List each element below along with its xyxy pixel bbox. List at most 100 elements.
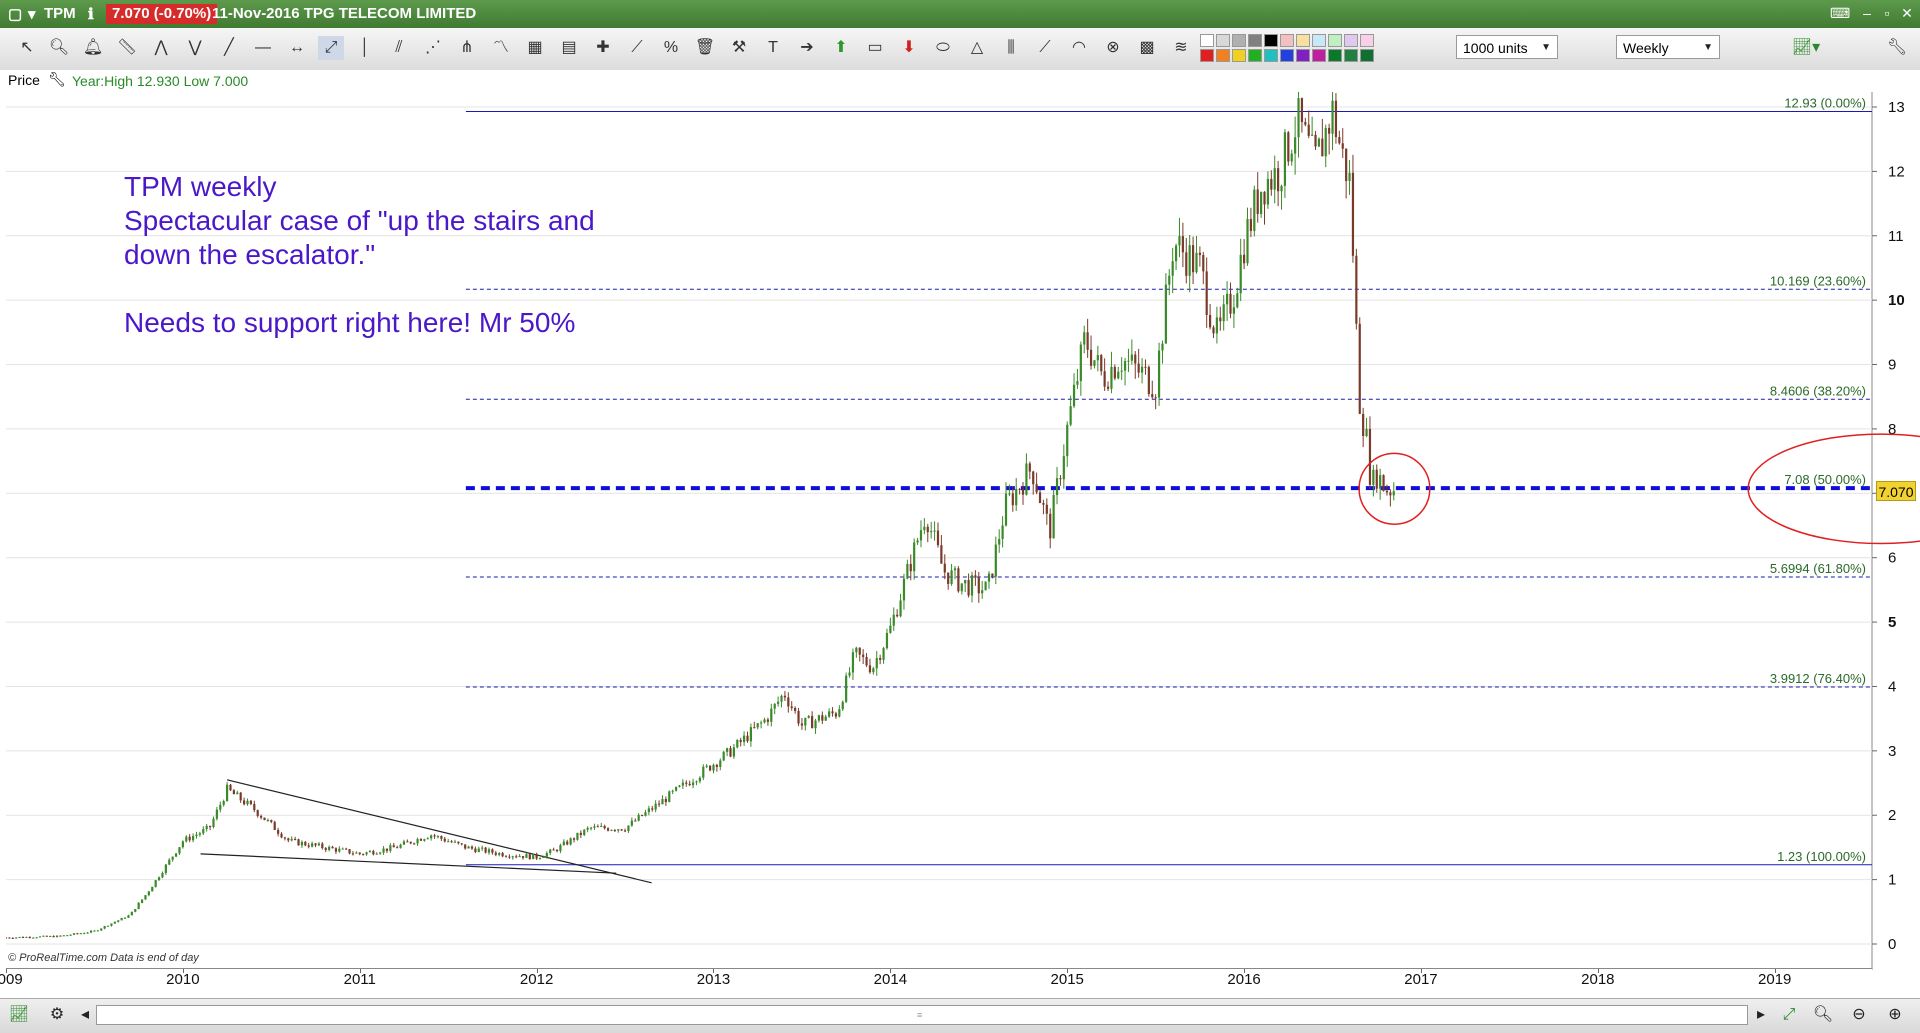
horizontal-scrollbar[interactable]: ≡ [96, 1005, 1748, 1025]
measure-icon[interactable]: ⟋ [1039, 39, 1051, 56]
ray-icon[interactable]: ↔ [289, 39, 305, 56]
pattern-icon[interactable]: 〽 [492, 39, 509, 56]
scrollbar-grip-icon[interactable]: ≡ [917, 1010, 923, 1020]
swatch-cyan[interactable] [1264, 49, 1278, 62]
info-icon[interactable]: ℹ [88, 6, 94, 23]
swatch-pink[interactable] [1280, 34, 1294, 47]
scroll-right-button[interactable]: ▸ [1756, 1006, 1766, 1023]
candle-body [1270, 178, 1273, 190]
x-tick-mark [1420, 969, 1422, 973]
fibonacci-icon[interactable]: ⋀ [154, 39, 168, 56]
slash-icon[interactable]: ⟋ [631, 39, 643, 56]
dropdown-icon[interactable]: ▾ [28, 6, 36, 23]
period-select[interactable]: Weekly ▼ [1616, 35, 1720, 59]
alert-bell-icon[interactable]: 🔔︎ [82, 39, 104, 56]
window-icon[interactable]: ▢ [8, 6, 23, 23]
arrow-down-icon[interactable]: ⬇ [902, 39, 916, 56]
swatch-dark-green[interactable] [1328, 49, 1342, 62]
gann-icon[interactable]: ▩ [1139, 39, 1155, 56]
chart-type-icon[interactable]: 📈︎▾ [1791, 39, 1821, 56]
swatch-deep-green[interactable] [1360, 49, 1374, 62]
zoom-region-icon[interactable]: 🔍︎ [1812, 1006, 1834, 1023]
candle-body [426, 838, 429, 840]
pitchfork-icon[interactable]: ⋔ [460, 39, 474, 56]
ruler-icon[interactable]: 📏︎ [116, 39, 138, 56]
swatch-red[interactable] [1200, 49, 1214, 62]
candle-body [358, 852, 361, 855]
vertical-line-icon[interactable]: │ [360, 39, 370, 56]
swatch-green[interactable] [1248, 49, 1262, 62]
circle-tool-icon[interactable]: ⊗ [1106, 39, 1120, 56]
cross-icon[interactable]: ✚ [596, 39, 610, 56]
swatch-forest-green[interactable] [1344, 49, 1358, 62]
tools-icon[interactable]: ⚒ [731, 39, 747, 56]
scroll-left-button[interactable]: ◂ [80, 1006, 90, 1023]
swatch-white[interactable] [1200, 34, 1214, 47]
candle-body [348, 849, 351, 854]
swatch-light-green[interactable] [1328, 34, 1342, 47]
text-icon[interactable]: T [768, 39, 778, 56]
swatch-blue[interactable] [1280, 49, 1294, 62]
pointer-icon[interactable]: ↖ [20, 39, 34, 56]
candle-body [157, 877, 161, 881]
link-icon[interactable]: ⚙ [49, 1006, 65, 1023]
keyboard-icon[interactable]: ⌨ [1830, 5, 1851, 21]
fit-chart-icon[interactable]: ⤢ [1782, 1006, 1796, 1023]
zoom-in-icon[interactable]: ⊕ [1888, 1006, 1902, 1023]
zoom-out-icon[interactable]: ⊖ [1852, 1006, 1866, 1023]
candle-body [875, 657, 878, 669]
chart-nav-icon[interactable]: 📈︎ [8, 1006, 30, 1023]
candle-body [991, 573, 994, 577]
horizontal-line-icon[interactable]: — [255, 39, 271, 56]
swatch-yellow[interactable] [1232, 49, 1246, 62]
swatch-magenta[interactable] [1312, 49, 1326, 62]
wrench-icon[interactable]: 🔧︎ [1886, 39, 1908, 56]
zoom-icon[interactable]: 🔍︎ [48, 39, 70, 56]
channel-icon[interactable]: ⫽ [395, 39, 403, 56]
triangle-icon[interactable]: △ [970, 39, 984, 56]
candle-body [739, 740, 742, 743]
price-chart[interactable]: 012345678910111213 12.93 (0.00%)10.169 (… [6, 92, 1920, 970]
swatch-rose[interactable] [1360, 34, 1374, 47]
minimize-button[interactable]: – [1863, 5, 1871, 21]
candle-body [640, 814, 644, 816]
y-tick-label: 4 [1888, 678, 1896, 695]
candle-body [416, 839, 419, 844]
swatch-light-yellow[interactable] [1296, 34, 1310, 47]
swatch-dark-grey[interactable] [1248, 34, 1262, 47]
zigzag-icon[interactable]: ⋁ [188, 39, 202, 56]
units-select[interactable]: 1000 units ▼ [1456, 35, 1558, 59]
arrow-right-icon[interactable]: ➔ [800, 39, 814, 56]
regression-icon[interactable]: ▤ [561, 39, 577, 56]
grid-icon[interactable]: ▦ [527, 39, 543, 56]
fan-icon[interactable]: ⋰ [425, 39, 441, 56]
candle-body [807, 715, 810, 718]
swatch-purple[interactable] [1296, 49, 1310, 62]
candle-body [1232, 307, 1235, 314]
arc-icon[interactable]: ◠ [1072, 39, 1086, 56]
price-label[interactable]: Price [8, 72, 40, 88]
swatch-light-grey[interactable] [1216, 34, 1230, 47]
swatch-light-blue[interactable] [1312, 34, 1326, 47]
candle-body [542, 856, 545, 858]
swatch-grey[interactable] [1232, 34, 1246, 47]
segment-icon[interactable]: ⤢ [318, 36, 344, 60]
candle-body [1225, 293, 1229, 305]
swatch-black[interactable] [1264, 34, 1278, 47]
candle-body [55, 935, 59, 938]
candle-body [1290, 153, 1293, 162]
restore-button[interactable]: ▫ [1884, 5, 1890, 21]
percent-icon[interactable]: % [663, 39, 679, 56]
close-button[interactable]: ✕ [1901, 5, 1913, 21]
trash-icon[interactable]: 🗑︎ [694, 39, 716, 56]
rectangle-icon[interactable]: ▭ [867, 39, 883, 56]
swatch-lavender[interactable] [1344, 34, 1358, 47]
arrow-up-icon[interactable]: ⬆ [834, 39, 848, 56]
candle-body [569, 838, 572, 845]
ellipse-icon[interactable]: ⬭ [936, 39, 950, 56]
swatch-orange[interactable] [1216, 49, 1230, 62]
price-settings-icon[interactable]: 🔧︎ [48, 71, 66, 87]
trendline-icon[interactable]: ╱ [224, 39, 234, 56]
settings-icon[interactable]: ≋ [1174, 39, 1188, 56]
bars-icon[interactable]: ⫼ [1007, 39, 1015, 56]
